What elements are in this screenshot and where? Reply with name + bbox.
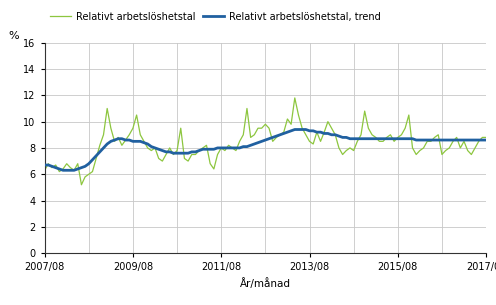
Relativt arbetslöshetstal, trend [60, 168, 66, 172]
Relativt arbetslöshetstal, trend [233, 146, 239, 150]
Relativt arbetslöshetstal [483, 135, 489, 139]
Line: Relativt arbetslöshetstal: Relativt arbetslöshetstal [45, 98, 486, 185]
Relativt arbetslöshetstal, trend [325, 132, 331, 135]
Relativt arbetslöshetstal, trend [89, 158, 95, 162]
Relativt arbetslöshetstal [292, 96, 298, 100]
Legend: Relativt arbetslöshetstal, Relativt arbetslöshetstal, trend: Relativt arbetslöshetstal, Relativt arbe… [50, 12, 381, 22]
Relativt arbetslöshetstal [233, 149, 239, 152]
Relativt arbetslöshetstal [148, 149, 154, 152]
X-axis label: År/månad: År/månad [240, 278, 291, 289]
Relativt arbetslöshetstal, trend [347, 137, 353, 141]
Relativt arbetslöshetstal [42, 168, 48, 172]
Y-axis label: %: % [8, 30, 19, 41]
Relativt arbetslöshetstal [89, 170, 95, 174]
Relativt arbetslöshetstal [325, 120, 331, 124]
Relativt arbetslöshetstal, trend [483, 138, 489, 142]
Relativt arbetslöshetstal [78, 183, 84, 187]
Relativt arbetslöshetstal [461, 139, 467, 143]
Relativt arbetslöshetstal, trend [292, 128, 298, 131]
Relativt arbetslöshetstal [347, 146, 353, 150]
Line: Relativt arbetslöshetstal, trend: Relativt arbetslöshetstal, trend [45, 130, 486, 170]
Relativt arbetslöshetstal, trend [461, 138, 467, 142]
Relativt arbetslöshetstal, trend [148, 145, 154, 149]
Relativt arbetslöshetstal, trend [42, 163, 48, 167]
